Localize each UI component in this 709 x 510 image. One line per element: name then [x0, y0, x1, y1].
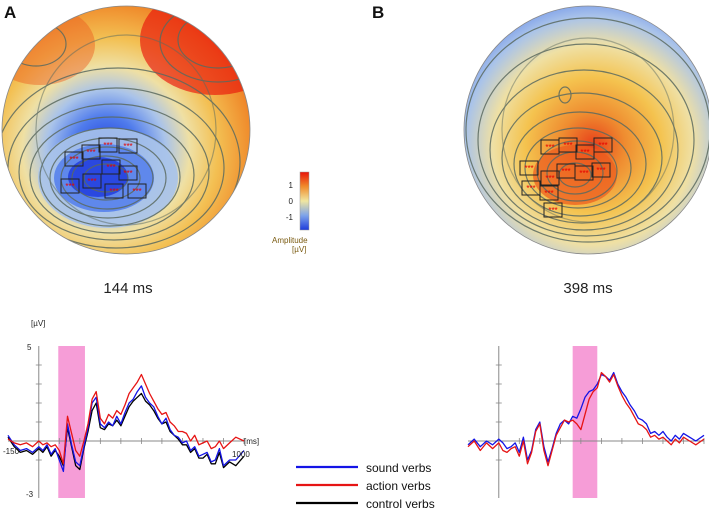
svg-text:***: *** [563, 141, 572, 150]
significance-marker: *** [519, 160, 539, 176]
significance-marker: *** [127, 183, 147, 199]
y-max-label: 5 [27, 343, 32, 352]
svg-text:***: *** [65, 182, 74, 191]
significance-marker: *** [591, 162, 611, 178]
svg-text:***: *** [544, 189, 553, 198]
svg-text:***: *** [132, 187, 141, 196]
legend-label-action: action verbs [366, 479, 431, 493]
svg-text:***: *** [103, 141, 112, 150]
panel-label-b: B [372, 3, 384, 22]
svg-text:***: *** [86, 148, 95, 157]
colorbar-unit: [µV] [292, 245, 306, 254]
significance-marker: *** [118, 138, 138, 154]
significance-marker: *** [543, 202, 563, 218]
x-unit-label: [ms] [244, 437, 259, 446]
colorbar-tick: -1 [286, 213, 294, 222]
y-min-label: -3 [26, 490, 34, 499]
significance-marker: *** [98, 137, 118, 153]
svg-text:***: *** [561, 167, 570, 176]
svg-text:***: *** [123, 142, 132, 151]
y-unit-label: [µV] [31, 319, 45, 328]
colorbar-tick: 0 [289, 197, 294, 206]
significance-markers-a: ********* ****************** *** [60, 137, 147, 199]
panel-label-a: A [4, 3, 16, 22]
erp-plot-b [467, 346, 705, 498]
significance-marker: *** [539, 185, 559, 201]
significance-marker: *** [101, 159, 121, 175]
svg-text:***: *** [87, 177, 96, 186]
colorbar-gradient [299, 171, 310, 231]
erp-plot-a: [µV] 5 -3 -150 1000 [ms] [3, 319, 259, 499]
time-label-a: 144 ms [103, 280, 152, 297]
topomap-a [1, 5, 251, 255]
colorbar-title: Amplitude [272, 236, 308, 245]
svg-text:***: *** [596, 166, 605, 175]
svg-text:***: *** [106, 163, 115, 172]
colorbar-tick: 1 [289, 181, 294, 190]
significance-marker: *** [60, 178, 80, 194]
svg-text:***: *** [579, 169, 588, 178]
svg-text:***: *** [109, 187, 118, 196]
legend-label-control: control verbs [366, 497, 435, 510]
series-line-sound-verbs [7, 385, 245, 473]
svg-text:***: *** [580, 148, 589, 157]
svg-text:***: *** [598, 141, 607, 150]
time-label-b: 398 ms [563, 280, 612, 297]
svg-text:***: *** [548, 206, 557, 215]
svg-text:***: *** [526, 184, 535, 193]
significance-markers-b: *** *** *** *** *** *** *** *** *** *** *** *** [519, 137, 613, 218]
significance-marker: *** [593, 137, 613, 153]
svg-text:***: *** [524, 164, 533, 173]
x-min-label: -150 [3, 447, 20, 456]
svg-text:***: *** [545, 174, 554, 183]
significance-marker: *** [118, 165, 138, 181]
svg-text:***: *** [545, 143, 554, 152]
svg-text:***: *** [69, 155, 78, 164]
significance-marker: *** [574, 165, 594, 181]
significance-marker: *** [82, 173, 102, 189]
legend-label-sound: sound verbs [366, 461, 431, 475]
series-line-action-verbs [467, 371, 705, 467]
series-line-control-verbs [7, 392, 245, 471]
topomap-b [463, 5, 709, 255]
svg-text:***: *** [123, 169, 132, 178]
x-max-label: 1000 [232, 450, 250, 459]
highlight-window-a [58, 346, 85, 498]
x-ticks-b [495, 364, 705, 461]
highlight-window-b [572, 346, 598, 498]
legend: sound verbs action verbs control verbs [296, 461, 435, 510]
colorbar: 1 0 -1 Amplitude [µV] [272, 171, 310, 254]
significance-marker: *** [104, 183, 124, 199]
series-line-action-verbs [7, 373, 245, 465]
series-line-sound-verbs [467, 371, 705, 463]
